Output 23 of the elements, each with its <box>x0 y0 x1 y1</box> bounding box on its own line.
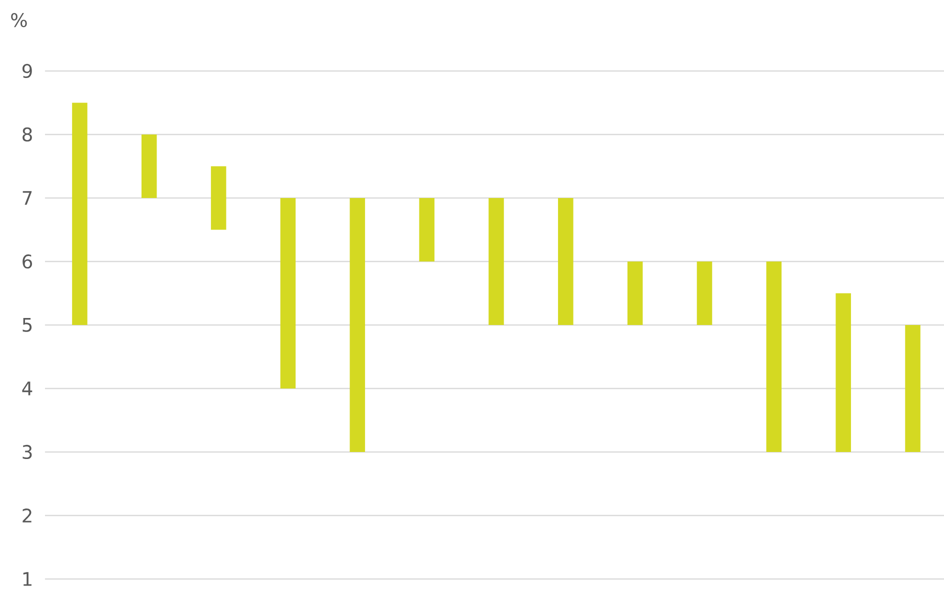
bar <box>142 134 157 198</box>
bar <box>488 198 504 325</box>
bar <box>210 166 226 230</box>
bar <box>72 102 88 325</box>
y-tick-label: 1 <box>23 572 32 586</box>
bar <box>558 198 574 325</box>
bar <box>280 198 296 388</box>
y-axis-title: % <box>11 13 27 28</box>
y-tick-label: 3 <box>22 444 32 460</box>
y-tick-label: 2 <box>22 508 32 522</box>
bar <box>766 261 782 452</box>
y-tick-label: 6 <box>22 254 32 269</box>
bar <box>696 261 712 325</box>
y-tick-label: 7 <box>22 191 32 205</box>
bar <box>627 261 643 325</box>
y-tick-label: 5 <box>22 318 32 332</box>
y-tick-label: 8 <box>22 127 32 142</box>
y-tick-label: 9 <box>22 64 32 78</box>
bar <box>836 293 851 452</box>
bar <box>350 198 366 452</box>
bar <box>419 198 434 262</box>
y-tick-label: 4 <box>22 382 32 396</box>
bar <box>905 324 920 452</box>
